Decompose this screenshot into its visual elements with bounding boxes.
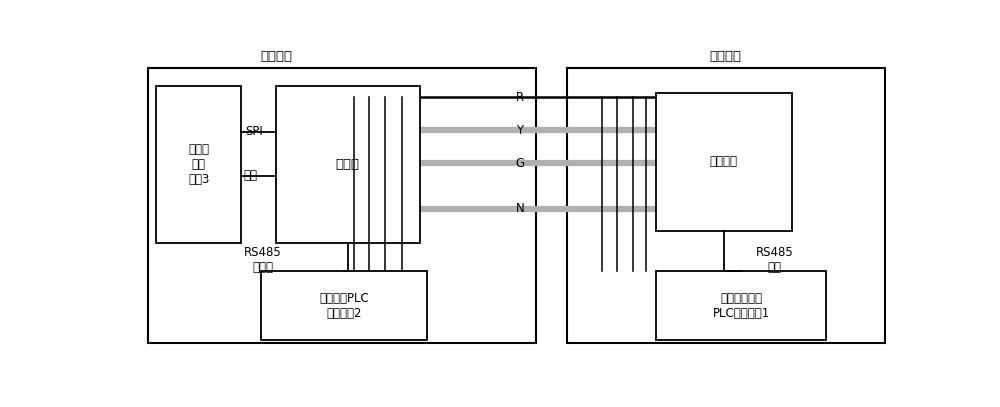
Text: G: G — [516, 157, 525, 170]
Bar — [656, 93, 792, 231]
Bar — [656, 271, 826, 340]
Text: RS485
通信: RS485 通信 — [756, 246, 793, 274]
Text: 信号机柜: 信号机柜 — [260, 50, 292, 63]
Text: SPI: SPI — [246, 125, 263, 138]
Bar — [148, 68, 536, 344]
Text: 倒计时监测及
PLC通信电路1: 倒计时监测及 PLC通信电路1 — [712, 292, 770, 320]
Text: Y: Y — [516, 124, 523, 137]
Text: 信号灯组: 信号灯组 — [710, 50, 742, 63]
Text: 通信: 通信 — [244, 169, 258, 182]
Text: 数码管
显示
电路3: 数码管 显示 电路3 — [188, 143, 209, 186]
Bar — [567, 68, 885, 344]
Text: 信号机: 信号机 — [336, 158, 360, 171]
Text: N: N — [516, 202, 524, 215]
Text: 倒计时器PLC
控制电路2: 倒计时器PLC 控制电路2 — [319, 292, 369, 320]
Text: 倒计时器: 倒计时器 — [710, 155, 738, 168]
Bar — [156, 86, 241, 243]
Bar — [261, 271, 427, 340]
Text: R: R — [516, 91, 524, 104]
Text: RS485
通信线: RS485 通信线 — [244, 246, 282, 274]
Bar — [276, 86, 420, 243]
